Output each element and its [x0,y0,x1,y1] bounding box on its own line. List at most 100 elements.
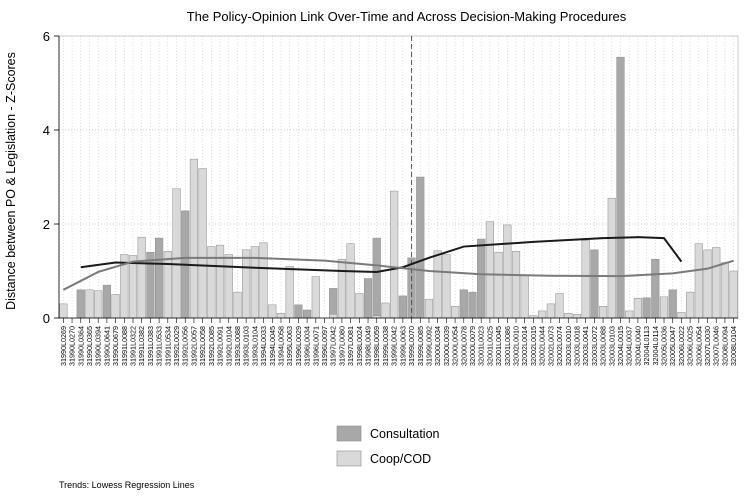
y-tick-label: 0 [43,311,50,326]
bar-coop-cod [564,313,573,319]
x-tick-label: 32004L0114 [651,326,660,365]
bar-consultation [372,237,381,319]
bar-coop-cod [311,276,320,319]
bar-coop-cod [233,291,242,319]
bar-coop-cod [94,290,103,319]
bar-coop-cod [442,254,451,319]
x-tick-label: 31991L0383 [146,326,155,366]
x-tick-label: 32004L0015 [616,326,625,366]
x-tick-label: 32004L0113 [642,326,651,365]
bar-coop-cod [546,303,555,319]
bar-consultation [668,289,677,319]
x-tick-label: 31995L0063 [285,326,294,366]
x-tick-label: 31990L0364 [76,326,85,366]
x-tick-label: 31996L0029 [294,326,303,366]
bar-coop-cod [285,266,294,319]
bar-coop-cod [198,168,207,319]
x-tick-label: 31996L0034 [303,326,312,366]
bar-coop-cod [607,197,616,319]
x-tick-label: 31997L0042 [329,326,338,366]
x-tick-label: 32003L0072 [590,326,599,366]
x-tick-label: 32000L0039 [442,326,451,366]
y-axis-label: Distance between PO & Legislation - Z-Sc… [4,52,18,310]
x-tick-label: 32000L0054 [451,326,460,366]
trend-line-coop-cod [62,256,734,291]
bar-coop-cod [729,270,738,319]
x-tick-label: 31999L0070 [407,326,416,366]
y-tick-label: 6 [43,29,50,44]
bar-coop-cod [686,291,695,319]
x-tick-label: 31992L0056 [181,326,190,366]
x-tick-label: 32006L0054 [694,326,703,366]
x-tick-label: 32003L0010 [564,326,573,366]
x-tick-label: 32004L0040 [633,326,642,366]
x-tick-label: 32003L0088 [599,326,608,366]
bar-coop-cod [633,298,642,319]
y-tick-label: 2 [43,217,50,232]
x-tick-label: 31993L0103 [242,326,251,366]
bar-coop-cod [346,243,355,319]
x-tick-label: 31993L0088 [233,326,242,366]
bar-coop-cod [625,310,634,319]
x-tick-label: 31992L0091 [216,326,225,366]
x-tick-label: 31999L0063 [398,326,407,366]
bar-consultation [616,56,625,319]
x-tick-label: 32002L0073 [546,326,555,366]
bar-consultation [590,249,599,319]
bar-coop-cod [538,310,547,319]
x-tick-label: 32002L0014 [520,326,529,366]
bar-coop-cod [503,224,512,319]
bar-coop-cod [189,158,199,319]
bar-coop-cod [137,236,146,319]
x-tick-label: 32001L0086 [503,326,512,366]
bar-consultation [468,291,477,319]
x-tick-label: 31990L0270 [68,326,77,366]
x-tick-label: 32000L0079 [468,326,477,366]
bar-coop-cod [451,306,460,319]
legend-label-consultation: Consultation [370,427,440,441]
x-tick-label: 31991L0088 [120,326,129,366]
bar-coop-cod [390,190,399,319]
x-tick-label: 31992L0058 [198,326,207,366]
x-tick-label: 32007L0030 [703,326,712,366]
bar-consultation [146,251,155,319]
chart-title: The Policy-Opinion Link Over-Time and Ac… [187,9,627,24]
bar-consultation [303,309,312,319]
bar-consultation [416,176,425,319]
bar-coop-cod [355,293,364,319]
x-tick-label: 32003L0018 [572,326,581,366]
bars [59,56,738,319]
x-tick-label: 32005L0036 [660,326,669,366]
x-tick-label: 31991L0534 [163,326,172,366]
bar-coop-cod [677,312,686,319]
x-tick-label: 31998L0024 [355,326,364,366]
bar-coop-cod [555,293,564,319]
x-tick-label: 32000L0034 [433,326,442,366]
bar-coop-cod [598,306,608,319]
bar-coop-cod [111,294,120,319]
bar-coop-cod [694,243,703,319]
x-tick-label: 31999L0038 [381,326,390,366]
x-tick-label: 31990L0365 [85,326,94,366]
x-tick-label: 32001L0045 [494,326,503,366]
x-tick-label: 32003L0103 [607,326,616,366]
bar-consultation [329,288,338,319]
bar-consultation [642,297,651,319]
bar-coop-cod [572,313,582,319]
x-tick-label: 31994L0045 [268,326,277,366]
x-tick-label: 31992L0029 [172,326,181,366]
bar-coop-cod [172,188,181,319]
bar-coop-cod [128,255,138,319]
bar-consultation [155,237,164,319]
x-tick-label: 32006L0022 [677,326,686,366]
x-tick-label: 32001L0023 [477,326,486,366]
x-tick-label: 32008L0104 [729,326,738,366]
x-tick-label: 31992L0104 [224,326,233,366]
bar-coop-cod [215,244,225,319]
x-tick-label: 32001L0025 [485,326,494,366]
x-tick-label: 31996L0071 [311,326,320,366]
bar-coop-cod [224,254,233,319]
legend-swatch-coop-cod [336,450,362,467]
x-tick-label: 32008L0094 [720,326,729,366]
